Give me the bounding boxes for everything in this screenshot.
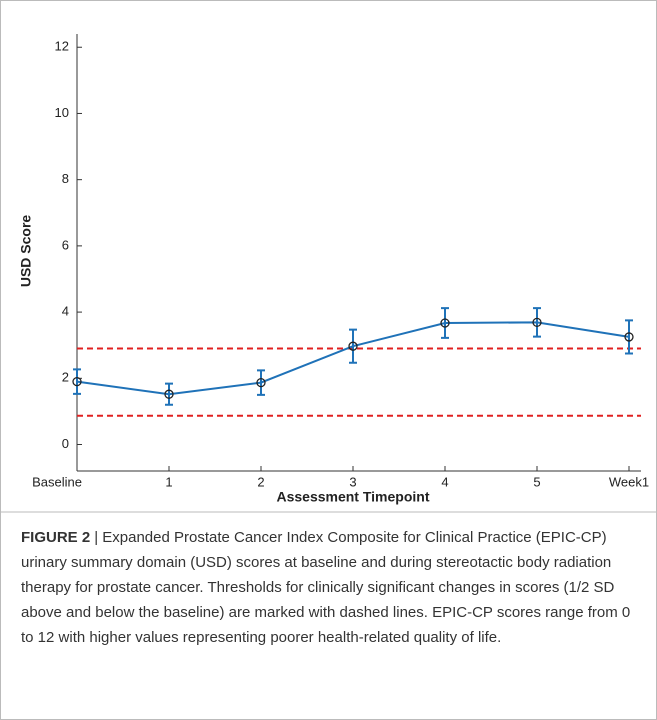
error-bar xyxy=(349,328,357,364)
y-tick-label: 10 xyxy=(55,105,69,120)
chart: USD Score Assessment Timepoint 024681012… xyxy=(1,34,656,513)
error-bar xyxy=(625,319,633,355)
y-axis-label: USD Score xyxy=(18,215,34,288)
x-tick-label: Week1 xyxy=(609,474,649,489)
y-tick-label: 2 xyxy=(62,370,69,385)
caption-text: | Expanded Prostate Cancer Index Composi… xyxy=(21,529,631,646)
error-bar xyxy=(73,368,81,395)
x-tick-label: 2 xyxy=(257,474,264,489)
y-tick-label: 4 xyxy=(62,304,69,319)
error-bar xyxy=(441,307,449,339)
x-tick-label: 4 xyxy=(441,474,448,489)
point-marker xyxy=(72,376,82,387)
y-tick-label: 0 xyxy=(62,436,69,451)
point-marker xyxy=(348,341,358,351)
point-marker xyxy=(256,377,266,388)
error-bar xyxy=(533,307,541,338)
caption-label: FIGURE 2 xyxy=(21,529,91,546)
caption: FIGURE 2 | Expanded Prostate Cancer Index… xyxy=(21,525,636,650)
y-tick-label: 12 xyxy=(55,39,69,54)
point-marker xyxy=(440,318,450,328)
x-tick-label: 5 xyxy=(533,474,540,489)
x-tick-label: 3 xyxy=(349,474,356,489)
point-marker xyxy=(164,389,174,399)
x-axis-label: Assessment Timepoint xyxy=(276,489,429,505)
error-bar xyxy=(165,382,173,406)
point-marker xyxy=(624,332,634,342)
x-tick-label: 1 xyxy=(165,474,172,489)
x-tick-label: Baseline xyxy=(32,474,82,489)
y-tick-label: 8 xyxy=(62,171,69,186)
error-bar xyxy=(257,369,265,396)
y-tick-label: 6 xyxy=(62,237,69,252)
point-marker xyxy=(532,317,542,328)
